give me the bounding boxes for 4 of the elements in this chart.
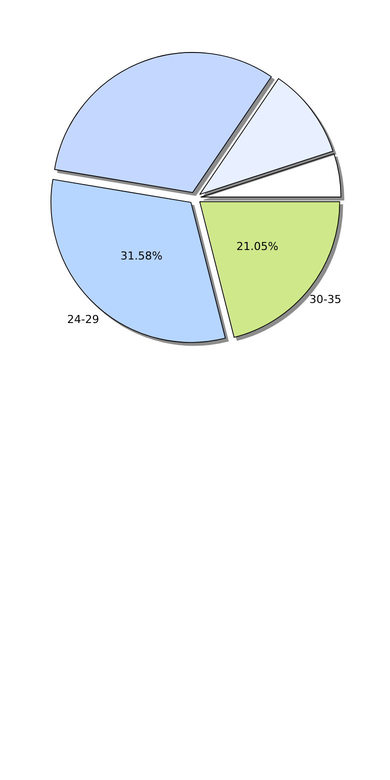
data-label: 31.58%: [120, 250, 162, 263]
slice-label: 24-29: [67, 313, 100, 326]
data-label: 21.05%: [236, 240, 278, 254]
slice-label: 30-35: [309, 292, 342, 306]
